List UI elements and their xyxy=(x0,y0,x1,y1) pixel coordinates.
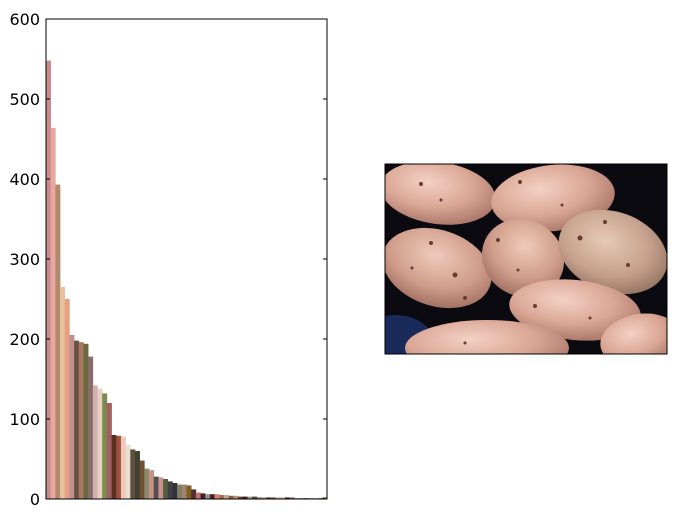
bar xyxy=(270,497,276,499)
y-tick-label: 0 xyxy=(30,490,40,509)
bar xyxy=(181,484,187,499)
y-axis-ticks: 0 100 200 300 400 500 600 xyxy=(9,10,327,509)
bar xyxy=(55,184,61,499)
potato xyxy=(481,218,565,298)
potato xyxy=(405,320,569,354)
bar xyxy=(46,60,51,499)
bar-series xyxy=(46,60,328,500)
y-tick-label: 100 xyxy=(9,410,40,429)
bar xyxy=(177,484,183,499)
bar xyxy=(247,496,253,499)
y-tick-label: 200 xyxy=(9,330,40,349)
bar xyxy=(163,479,169,499)
bar xyxy=(74,340,80,499)
bar xyxy=(256,497,262,499)
potato xyxy=(385,227,492,309)
potato xyxy=(385,164,496,225)
y-tick-label: 400 xyxy=(9,170,40,189)
bar xyxy=(219,495,225,499)
bar xyxy=(97,388,103,499)
bar xyxy=(144,468,150,499)
bar xyxy=(139,460,145,499)
bar xyxy=(200,493,206,499)
y-tick-label: 300 xyxy=(9,250,40,269)
bar xyxy=(149,470,155,499)
bar xyxy=(172,483,178,499)
bar xyxy=(228,495,234,499)
bar xyxy=(134,451,140,499)
bar xyxy=(284,497,290,499)
bar xyxy=(158,477,164,499)
bar xyxy=(233,495,239,499)
bar xyxy=(191,489,197,499)
bar xyxy=(88,356,94,499)
y-tick-label: 500 xyxy=(9,90,40,109)
bar xyxy=(120,436,126,499)
bar xyxy=(195,492,201,499)
potato-photo xyxy=(384,163,668,355)
bar xyxy=(261,497,267,499)
bar xyxy=(83,343,89,499)
bar xyxy=(125,444,131,499)
bar-chart: 0 100 200 300 400 500 600 xyxy=(9,10,328,509)
bar xyxy=(223,495,229,499)
bar xyxy=(209,494,215,499)
bar xyxy=(238,496,243,499)
bar xyxy=(214,494,220,499)
bar xyxy=(102,393,108,499)
bar xyxy=(205,494,211,499)
bar xyxy=(92,385,98,499)
potato xyxy=(600,313,667,354)
potato xyxy=(558,209,667,295)
bar xyxy=(322,497,328,499)
potato xyxy=(509,279,641,341)
bar xyxy=(130,449,136,499)
bar xyxy=(116,435,122,499)
bar xyxy=(153,476,159,499)
y-tick-label: 600 xyxy=(9,10,40,29)
bar xyxy=(50,127,56,500)
plot-frame xyxy=(45,18,328,500)
bar xyxy=(289,497,295,499)
bar xyxy=(60,287,66,499)
bar xyxy=(106,403,112,499)
bar xyxy=(280,497,286,499)
bar xyxy=(69,335,75,499)
bar xyxy=(252,496,258,499)
bar xyxy=(111,435,117,499)
bar xyxy=(186,485,192,499)
photo-frame xyxy=(384,163,668,355)
bar xyxy=(275,497,281,499)
bar xyxy=(64,299,70,499)
bar xyxy=(167,481,173,499)
bar xyxy=(266,497,272,499)
bar xyxy=(242,496,248,499)
bar xyxy=(78,342,84,499)
